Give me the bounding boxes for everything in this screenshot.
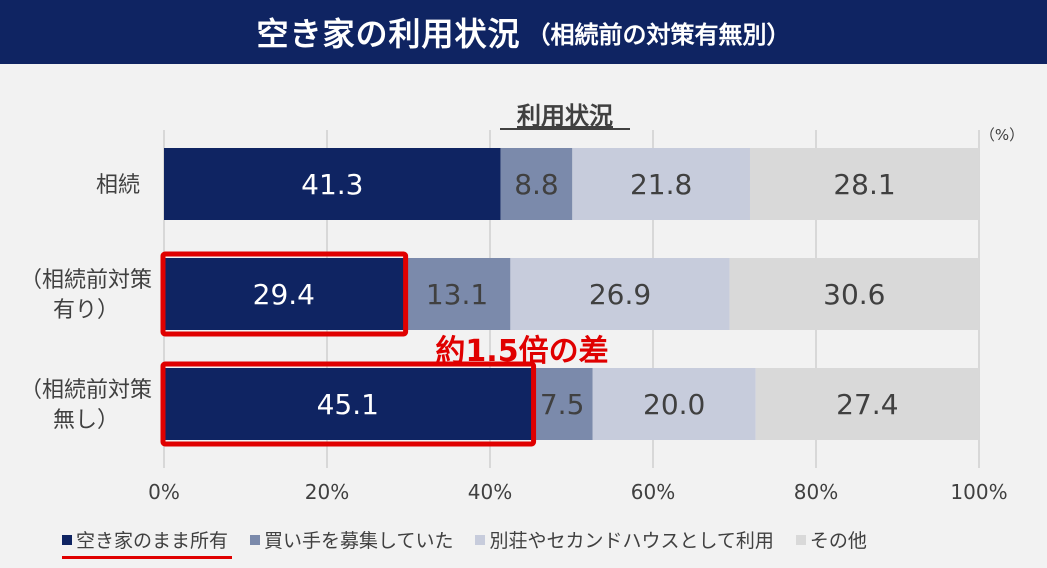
highlight-box [160,361,537,447]
chart-title: 利用状況 [517,102,613,130]
x-tick-label: 0% [148,480,180,504]
bar-segment [500,148,573,220]
data-label: 26.9 [589,278,651,311]
legend-item: 別荘やセカンドハウスとして利用 [475,526,774,553]
bar-segment [403,258,511,330]
bar-segment [510,258,730,330]
bar-segment [592,368,756,440]
category-label: （相続前対策 [20,378,152,403]
bar-segment [164,148,501,220]
bar-segment [531,368,593,440]
legend-label: 空き家のまま所有 [76,530,229,552]
x-tick-label: 20% [305,480,349,504]
legend-highlight-underline [62,556,233,559]
unit-label: （%） [980,126,1024,144]
data-label: 41.3 [301,168,363,201]
legend-item: 空き家のまま所有 [62,526,233,559]
title-banner: 空き家の利用状況 （相続前の対策有無別） [0,0,1047,64]
page-title: 空き家の利用状況 [256,15,521,53]
data-label: 45.1 [317,388,379,421]
bar-segment [164,368,532,440]
data-label: 20.0 [643,388,705,421]
bar-segment [755,368,979,440]
legend-swatch [250,534,261,545]
category-label: 相続 [96,173,140,198]
bar-segment [164,258,404,330]
page-subtitle: （相続前の対策有無別） [526,20,791,49]
highlight-box [160,251,409,337]
bar-segment [729,258,979,330]
data-label: 21.8 [630,168,692,201]
data-label: 7.5 [540,388,585,421]
bar-segment [572,148,750,220]
data-label: 28.1 [833,168,895,201]
data-label: 29.4 [253,278,315,311]
data-label: 27.4 [836,388,898,421]
data-label: 30.6 [823,278,885,311]
data-label: 13.1 [426,278,488,311]
legend-label: 買い手を募集していた [264,530,454,552]
legend-swatch [475,534,486,545]
chart-legend: 空き家のまま所有 買い手を募集していた 別荘やセカンドハウスとして利用 その他 [62,526,889,559]
legend-item: その他 [795,526,867,553]
category-label: 有り） [53,298,119,323]
x-tick-label: 100% [950,480,1007,504]
legend-label: 別荘やセカンドハウスとして利用 [489,530,774,552]
bar-segment [749,148,979,220]
x-tick-label: 80% [794,480,838,504]
legend-label: その他 [809,530,867,552]
category-label: （相続前対策 [20,268,152,293]
x-tick-label: 40% [468,480,512,504]
category-label: 無し） [53,408,119,433]
legend-swatch [62,534,72,545]
data-label: 8.8 [514,168,559,201]
legend-item: 買い手を募集していた [250,526,453,553]
x-tick-label: 60% [631,480,675,504]
annotation-text: 約1.5倍の差 [435,334,608,369]
legend-swatch [795,534,806,545]
